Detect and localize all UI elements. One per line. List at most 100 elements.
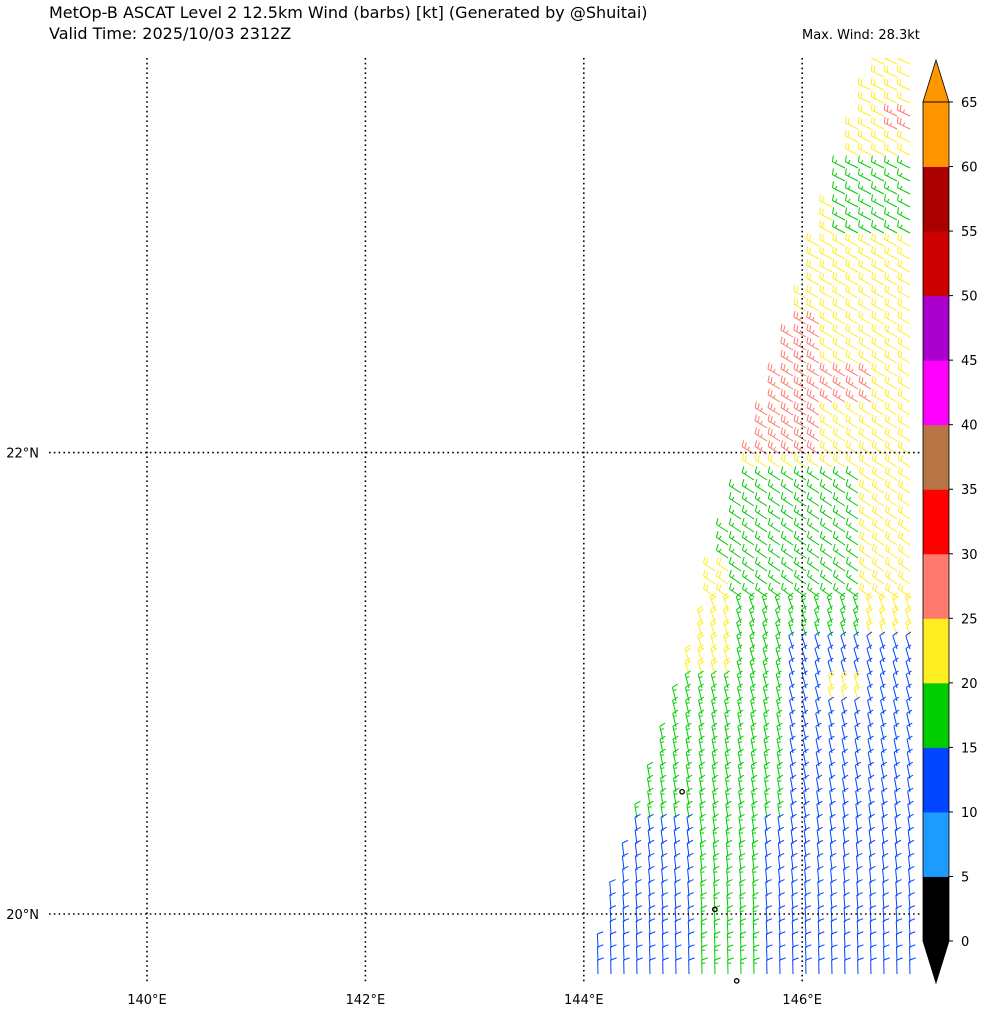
wind-barb [881, 839, 889, 858]
wind-barb [780, 556, 794, 572]
wind-barb [793, 297, 807, 312]
wind-barb [871, 466, 885, 481]
wind-barb [609, 879, 616, 897]
wind-barb [754, 453, 768, 468]
wind-barb [623, 957, 630, 975]
wind-barb [853, 605, 859, 624]
wind-barb [897, 207, 911, 221]
wind-barb [634, 839, 642, 858]
wind-barb [728, 492, 742, 507]
wind-barb [870, 64, 885, 78]
wind-barb [832, 466, 846, 481]
wind-barb [871, 207, 885, 221]
wind-barb [870, 90, 885, 104]
wind-barb [858, 336, 872, 351]
wind-barb [741, 492, 755, 507]
wind-barb [622, 879, 629, 897]
wind-barb [870, 77, 885, 91]
wind-barb [752, 931, 760, 949]
wind-barb [712, 839, 720, 858]
wind-barb [883, 957, 890, 975]
wind-barb [713, 879, 720, 897]
colorbar-tick-label: 65 [961, 96, 978, 111]
wind-barb [767, 401, 781, 416]
wind-barb [780, 453, 794, 468]
wind-barb [610, 957, 617, 975]
wind-barb [754, 427, 768, 442]
wind-barb [858, 220, 872, 234]
wind-barb [855, 800, 862, 819]
wind-barb [897, 259, 911, 273]
wind-barb [780, 401, 794, 416]
wind-barb [831, 168, 846, 182]
wind-barb [859, 569, 872, 585]
wind-barb [895, 918, 903, 936]
wind-barb [710, 618, 718, 637]
wind-barb [725, 839, 733, 858]
wind-barb [832, 310, 846, 325]
lon-tick-label: 142°E [346, 993, 386, 1008]
wind-barb [777, 839, 785, 858]
wind-barb [766, 957, 773, 975]
wind-barb [831, 155, 846, 169]
wind-barb [806, 349, 820, 364]
island-outline [711, 906, 718, 913]
colorbar-segment [923, 682, 949, 748]
wind-barb [765, 931, 773, 949]
wind-barb [686, 852, 694, 871]
wind-barb [660, 852, 668, 871]
wind-barb [819, 284, 833, 299]
wind-barb [819, 310, 833, 325]
wind-barb [845, 466, 859, 481]
wind-barb [897, 271, 911, 286]
wind-barb [806, 518, 820, 533]
wind-barb [845, 194, 859, 208]
wind-barb [868, 800, 875, 819]
wind-barb [819, 427, 833, 442]
wind-barb [832, 479, 846, 494]
wind-barb [806, 310, 820, 325]
wind-barb [817, 931, 825, 949]
wind-barb [897, 310, 911, 325]
wind-barb [897, 194, 911, 208]
wind-barb [729, 569, 742, 585]
wind-barb [842, 852, 850, 871]
wind-barb [726, 905, 734, 923]
wind-barb [819, 297, 833, 312]
wind-barb [907, 826, 914, 845]
wind-barb [728, 518, 742, 533]
wind-barb [884, 375, 898, 390]
wind-barb [609, 892, 616, 910]
wind-barb [857, 957, 864, 975]
wind-barb [845, 427, 859, 442]
wind-barb [803, 839, 811, 858]
wind-barb [699, 839, 707, 858]
wind-barb [897, 181, 911, 195]
wind-barb [780, 505, 794, 520]
wind-barb [845, 492, 859, 507]
wind-barb [793, 530, 807, 546]
wind-barb [700, 866, 707, 884]
wind-barb [751, 826, 758, 845]
wind-barb [819, 220, 833, 234]
wind-barb [845, 362, 859, 377]
wind-barb [712, 852, 720, 871]
wind-barb [845, 543, 859, 559]
wind-barb [713, 918, 721, 936]
wind-barb [793, 440, 807, 455]
wind-barb [688, 957, 695, 975]
wind-barb [805, 944, 812, 962]
wind-barb [765, 879, 772, 897]
wind-barb [908, 918, 916, 936]
wind-barb [870, 168, 885, 182]
wind-barb [897, 284, 911, 299]
wind-barb [832, 505, 846, 520]
valid-time: Valid Time: 2025/10/03 2312Z [49, 24, 292, 43]
wind-barb [883, 129, 898, 143]
wind-barb [871, 518, 885, 533]
wind-barb [609, 918, 617, 936]
wind-barb [884, 543, 898, 559]
wind-barb [833, 569, 846, 585]
wind-barb [609, 905, 617, 923]
wind-barb [806, 336, 820, 351]
